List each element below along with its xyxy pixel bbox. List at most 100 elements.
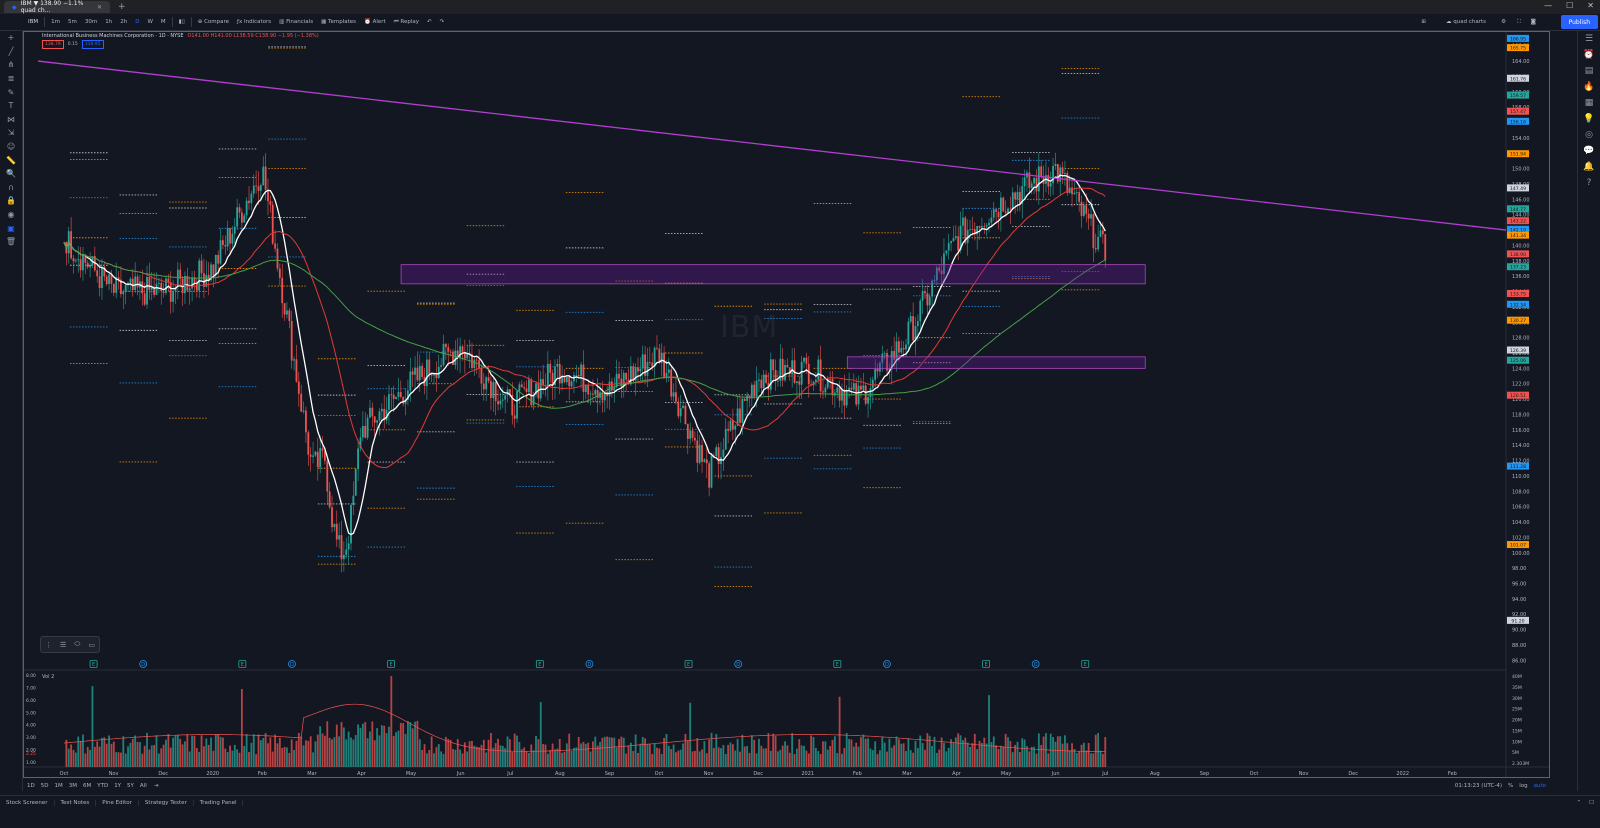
eye-icon[interactable]: ◉ bbox=[7, 210, 15, 220]
publish-button[interactable]: Publish bbox=[1560, 15, 1598, 29]
lines-icon[interactable]: ☰ bbox=[60, 640, 67, 649]
ideas-icon[interactable]: 💡 bbox=[1583, 114, 1595, 124]
calendar-icon[interactable]: ▦ bbox=[1584, 98, 1594, 108]
volume-bar bbox=[269, 737, 272, 767]
interval-m[interactable]: M bbox=[160, 19, 166, 25]
shapes-tool-icon[interactable]: ☺ bbox=[6, 142, 16, 152]
candle-body bbox=[286, 310, 288, 315]
data-window-icon[interactable]: ▤ bbox=[1584, 66, 1594, 76]
new-tab-icon[interactable]: + bbox=[118, 2, 126, 12]
candle-body bbox=[293, 359, 295, 361]
undo-icon[interactable]: ↶ bbox=[427, 19, 432, 25]
range-6m[interactable]: 6M bbox=[82, 783, 92, 789]
redo-icon[interactable]: ↷ bbox=[439, 19, 445, 25]
range-1d[interactable]: 1D bbox=[27, 783, 35, 789]
ellipse-icon[interactable]: ⬭ bbox=[74, 640, 81, 648]
log-toggle[interactable]: log bbox=[1519, 783, 1528, 789]
range-1m[interactable]: 1M bbox=[54, 783, 63, 789]
auto-toggle[interactable]: auto bbox=[1533, 783, 1546, 789]
help-icon[interactable]: ? bbox=[1586, 178, 1592, 188]
brush-tool-icon[interactable]: ✎ bbox=[7, 87, 15, 97]
forecast-tool-icon[interactable]: ⇲ bbox=[7, 128, 15, 138]
layout-icon[interactable]: ⊞ bbox=[1421, 19, 1426, 25]
alert-button[interactable]: ⏰ Alert bbox=[364, 19, 386, 25]
camera-icon[interactable]: ◙ bbox=[1530, 19, 1536, 25]
maximize-icon[interactable]: ☐ bbox=[1566, 1, 1574, 10]
drag-handle-icon[interactable]: ⋮ bbox=[45, 640, 52, 649]
collapse-icon[interactable]: ⌃ bbox=[1576, 800, 1582, 806]
trendline-tool-icon[interactable]: ╱ bbox=[8, 46, 14, 56]
price-chart[interactable]: E D E D E E D E D E D E D E 86.00 88.00 90.00 92.00 94.00 9… bbox=[24, 32, 1549, 777]
candle-body bbox=[774, 369, 777, 382]
price-label-text: 101.07 bbox=[1510, 543, 1526, 549]
symbol-search[interactable]: IBM bbox=[28, 19, 39, 25]
indicators-button[interactable]: ƒx Indicators bbox=[237, 19, 272, 25]
clock-readout[interactable]: 01:13:23 (UTC-4) bbox=[1454, 783, 1502, 789]
price-tick-label: 106.00 bbox=[1512, 505, 1530, 511]
layout-name[interactable]: ☁ quad charts bbox=[1445, 19, 1486, 25]
tab-trading-panel[interactable]: Trading Panel bbox=[194, 800, 244, 806]
volume-bar bbox=[399, 722, 402, 767]
maximize-panel-icon[interactable]: ☐ bbox=[1589, 800, 1594, 806]
settings-icon[interactable]: ⚙ bbox=[1501, 19, 1506, 25]
browser-tab[interactable]: ◆ IBM ▼ 138.90 −1.1% quad ch... ✕ bbox=[4, 0, 110, 14]
price-blue-badge[interactable]: 138.95 bbox=[81, 40, 104, 49]
tab-pine-editor[interactable]: Pine Editor bbox=[96, 800, 139, 806]
range-3m[interactable]: 3M bbox=[68, 783, 77, 789]
goto-date-icon[interactable]: ⇥ bbox=[153, 783, 159, 789]
streams-icon[interactable]: ◎ bbox=[1585, 130, 1593, 140]
volume-bar bbox=[803, 745, 805, 767]
fullscreen-icon[interactable]: ⛶ bbox=[1517, 18, 1521, 25]
magnet-icon[interactable]: ∩ bbox=[8, 182, 14, 192]
compare-button[interactable]: ⊕ Compare bbox=[197, 19, 230, 25]
volume-bar bbox=[380, 725, 383, 767]
close-icon[interactable]: ✕ bbox=[96, 3, 102, 11]
candle-body bbox=[302, 410, 305, 412]
interval-d[interactable]: D bbox=[135, 19, 140, 25]
price-tick-label: 88.00 bbox=[1512, 643, 1526, 649]
text-tool-icon[interactable]: T bbox=[8, 101, 14, 111]
interval-5m[interactable]: 5m bbox=[68, 19, 77, 25]
fib-tool-icon[interactable]: ≣ bbox=[7, 74, 15, 84]
interval-1m[interactable]: 1m bbox=[51, 19, 60, 25]
range-ytd[interactable]: YTD bbox=[97, 783, 109, 789]
crosshair-icon[interactable]: + bbox=[7, 33, 15, 43]
financials-button[interactable]: ▥ Financials bbox=[279, 19, 314, 25]
lock-icon[interactable]: 🔒 bbox=[6, 196, 16, 206]
candle-body bbox=[895, 341, 898, 360]
chats-icon[interactable]: 💬 bbox=[1583, 146, 1595, 156]
tab-strategy-tester[interactable]: Strategy Tester bbox=[139, 800, 194, 806]
minimize-icon[interactable]: — bbox=[1544, 1, 1553, 10]
close-window-icon[interactable]: ✕ bbox=[1587, 1, 1594, 10]
interval-30m[interactable]: 30m bbox=[84, 19, 98, 25]
pitchfork-tool-icon[interactable]: ⋔ bbox=[7, 60, 15, 70]
replay-button[interactable]: ⏮ Replay bbox=[393, 18, 420, 25]
tab-text-notes[interactable]: Text Notes bbox=[55, 800, 97, 806]
hotlist-icon[interactable]: 🔥 bbox=[1583, 82, 1595, 92]
percent-toggle[interactable]: % bbox=[1507, 783, 1514, 789]
interval-1h[interactable]: 1h bbox=[105, 19, 113, 25]
range-5d[interactable]: 5D bbox=[40, 783, 49, 789]
price-red-badge[interactable]: 138.79 bbox=[42, 40, 64, 49]
trash-icon[interactable]: 🗑 bbox=[5, 237, 17, 247]
range-all[interactable]: All bbox=[139, 783, 147, 789]
favorites-icon[interactable]: ▣ bbox=[7, 223, 15, 233]
interval-2h[interactable]: 2h bbox=[120, 19, 128, 25]
alerts-icon[interactable]: ⏰ bbox=[1583, 50, 1595, 60]
range-5y[interactable]: 5Y bbox=[127, 783, 134, 789]
candle-body bbox=[784, 365, 786, 381]
zoom-icon[interactable]: 🔍 bbox=[6, 169, 16, 179]
watchlist-icon[interactable]: ☰ bbox=[1584, 34, 1594, 44]
range-1y[interactable]: 1Y bbox=[114, 783, 122, 789]
templates-button[interactable]: ▦ Templates bbox=[321, 19, 356, 25]
volume-bar bbox=[509, 739, 511, 767]
rectangle-icon[interactable]: ▭ bbox=[88, 640, 95, 649]
ruler-icon[interactable]: 📏 bbox=[6, 155, 16, 165]
volume-bar bbox=[905, 751, 907, 767]
notifications-icon[interactable]: 🔔 bbox=[1583, 162, 1595, 172]
pattern-tool-icon[interactable]: ⋈ bbox=[7, 114, 15, 124]
tab-stock-screener[interactable]: Stock Screener bbox=[0, 800, 55, 806]
interval-w[interactable]: W bbox=[147, 19, 153, 25]
candle-type-icon[interactable]: ▮▯ bbox=[178, 19, 185, 25]
volume-bar bbox=[587, 742, 590, 767]
